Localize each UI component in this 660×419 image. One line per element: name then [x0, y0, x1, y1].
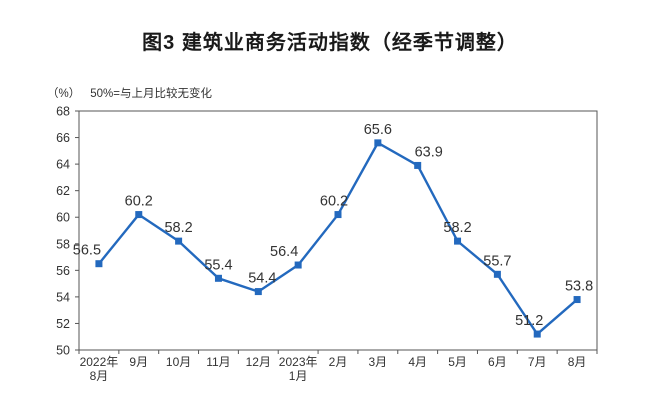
svg-text:50: 50 [56, 344, 70, 358]
svg-text:56.4: 56.4 [270, 244, 298, 260]
svg-text:55.7: 55.7 [483, 253, 511, 269]
svg-text:58: 58 [56, 237, 70, 251]
svg-text:54: 54 [56, 290, 70, 304]
svg-text:6月: 6月 [488, 355, 507, 369]
svg-text:65.6: 65.6 [364, 122, 392, 138]
svg-text:56.5: 56.5 [73, 243, 101, 259]
svg-text:56: 56 [56, 264, 70, 278]
svg-text:11月: 11月 [206, 355, 230, 369]
svg-text:55.4: 55.4 [204, 257, 232, 273]
svg-text:51.2: 51.2 [515, 313, 543, 329]
axis-unit-and-note: （%） 50%=与上月比较无变化 [47, 85, 212, 101]
chart-title: 图3 建筑业商务活动指数（经季节调整） [142, 32, 518, 54]
svg-text:54.4: 54.4 [248, 271, 276, 287]
svg-text:8月: 8月 [568, 355, 587, 369]
svg-text:2月: 2月 [329, 355, 348, 369]
y-axis-unit-label: （%） [47, 88, 81, 100]
svg-text:60.2: 60.2 [125, 194, 153, 210]
svg-text:10月: 10月 [166, 355, 191, 369]
reference-note: 50%=与上月比较无变化 [90, 88, 212, 100]
svg-text:58.2: 58.2 [164, 220, 192, 236]
svg-text:63.9: 63.9 [415, 144, 443, 160]
svg-text:7月: 7月 [528, 355, 547, 369]
svg-text:3月: 3月 [369, 355, 388, 369]
svg-text:60: 60 [56, 211, 70, 225]
svg-text:62: 62 [56, 184, 70, 198]
svg-text:5月: 5月 [448, 355, 467, 369]
svg-text:52: 52 [56, 317, 70, 331]
svg-text:68: 68 [56, 105, 70, 119]
svg-text:4月: 4月 [408, 355, 427, 369]
svg-text:53.8: 53.8 [565, 279, 593, 295]
svg-text:64: 64 [56, 158, 70, 172]
svg-text:58.2: 58.2 [443, 220, 471, 236]
svg-text:12月: 12月 [246, 355, 271, 369]
svg-text:9月: 9月 [129, 355, 148, 369]
svg-text:60.2: 60.2 [320, 194, 348, 210]
svg-text:66: 66 [56, 131, 70, 145]
